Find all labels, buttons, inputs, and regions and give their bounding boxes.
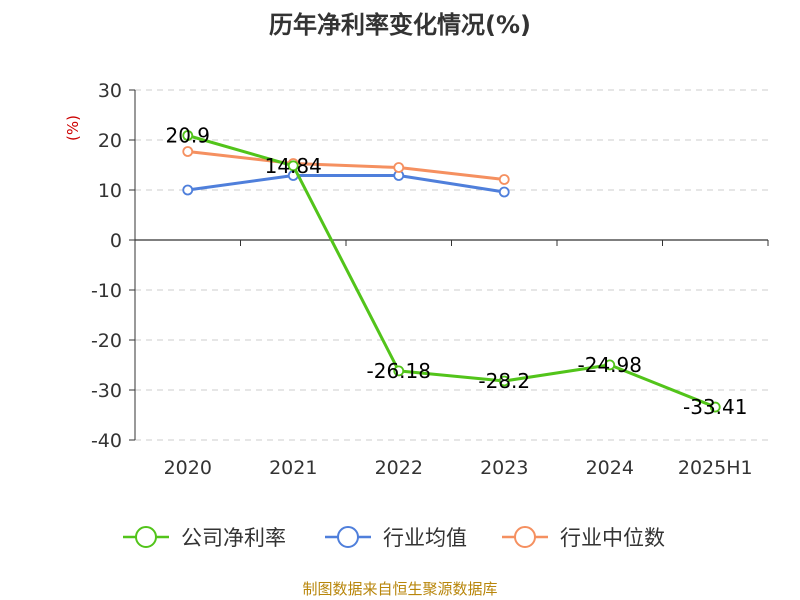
data-label: -24.98 [578,353,642,377]
y-axis-unit-label: (%) [64,115,82,141]
series-point-0 [498,375,510,387]
y-tick-label: 30 [98,80,122,102]
data-label: -28.2 [478,369,530,393]
grid-lines [135,89,768,441]
series-line-2 [187,150,505,181]
legend-swatch-marker [514,526,536,548]
data-labels: 20.9 14.84 -26.18 -28.2 -24.98 -33.41 [165,124,747,420]
series-point-2 [393,162,405,173]
series-point-0 [182,130,194,141]
y-tick-label: 0 [110,230,122,252]
series-line-1 [187,174,505,194]
legend-swatch-marker [135,526,157,548]
data-label: 20.9 [165,124,210,148]
series-point-0 [287,160,299,172]
chart-title: 历年净利率变化情况(%) [269,11,531,39]
legend: 公司净利率 行业均值 行业中位数 [123,526,665,550]
source-note: 制图数据来自恒生聚源数据库 [302,580,497,598]
series-line-0 [187,134,716,409]
y-tick-label: 10 [98,180,122,202]
x-tick-label: 2024 [586,457,634,479]
x-tick-label: 2023 [480,457,528,479]
legend-label[interactable]: 公司净利率 [181,526,286,550]
series-point-0 [604,359,616,371]
data-label: -33.41 [683,395,747,419]
series-point-0 [709,401,721,413]
x-tick-label: 2022 [375,457,423,479]
axes: 30 20 10 0 -10 -20 -30 -40 2020 2021 2022 2023 2024 2… [91,80,769,479]
data-label: -26.18 [367,359,431,383]
series-point-0 [393,365,405,377]
legend-swatch-marker [337,526,359,548]
y-tick-label: -30 [91,380,122,402]
y-tick-label: -40 [91,430,122,452]
y-tick-label: 20 [98,130,122,152]
x-tick-label: 2025H1 [678,457,753,479]
x-tick-label: 2020 [164,457,212,479]
x-tick-label: 2021 [269,457,317,479]
series-lines [182,130,721,413]
legend-label[interactable]: 行业均值 [383,526,467,550]
y-tick-label: -20 [91,330,122,352]
y-tick-label: -10 [91,280,122,302]
legend-label[interactable]: 行业中位数 [560,526,665,550]
series-point-1 [498,186,510,198]
series-point-1 [182,184,194,196]
series-point-2 [182,146,194,157]
data-label: 14.84 [265,154,322,178]
series-point-2 [498,174,510,185]
